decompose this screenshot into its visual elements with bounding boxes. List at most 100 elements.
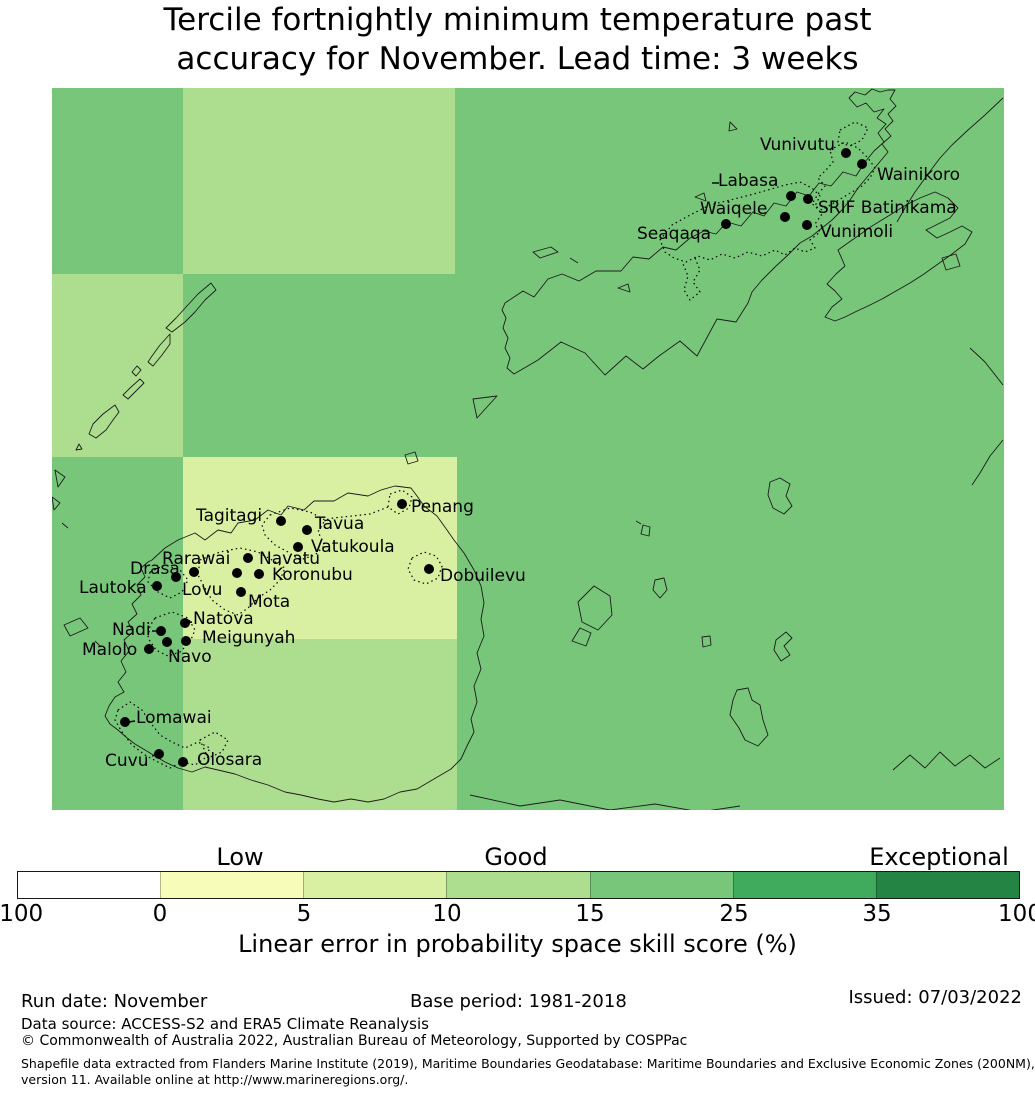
- coastline-islet-w1: [54, 469, 66, 488]
- coastline-islet-m7: [728, 121, 738, 132]
- colorbar-tick--100: -100: [0, 901, 44, 927]
- station-label-labasa: Labasa: [718, 171, 779, 191]
- station-label-malolo: Malolo: [82, 640, 138, 660]
- base-period-text: Base period: 1981-2018: [410, 991, 627, 1012]
- station-dot-tavua: [302, 525, 312, 535]
- station-dot-waiqele: [780, 212, 790, 222]
- colorbar-tick-25: 25: [719, 901, 749, 927]
- station-dot-srif-batinikama: [803, 194, 813, 204]
- title-line-2: accuracy for November. Lead time: 3 week…: [176, 41, 859, 77]
- run-date-text: Run date: November: [21, 991, 208, 1012]
- mill-boundary-labasa: [659, 181, 823, 263]
- skill-cell-5to10: [183, 457, 457, 639]
- station-label-olosara: Olosara: [197, 750, 263, 770]
- coastline-islet-w2: [52, 496, 61, 511]
- leader-lomawai: [128, 720, 136, 723]
- station-dot-lovu: [232, 568, 242, 578]
- station-dot-tagitagi: [276, 516, 286, 526]
- maritime-boundary-east-2: [971, 439, 1004, 486]
- station-label-dobuilevu: Dobuilevu: [440, 566, 526, 586]
- colorbar-tick-100: 100: [998, 901, 1035, 927]
- mill-boundary-sigatoka: [114, 701, 211, 769]
- colorbar: [17, 871, 1020, 899]
- maritime-boundary-south: [469, 794, 741, 810]
- colorbar-category-low: Low: [216, 843, 264, 871]
- station-label-vunimoli: Vunimoli: [820, 222, 894, 242]
- mill-boundary-nadi: [147, 611, 196, 657]
- colorbar-segment-4: [589, 872, 733, 898]
- maritime-boundary-east-1: [969, 347, 1004, 386]
- data-source-text: Data source: ACCESS-S2 and ERA5 Climate …: [21, 1015, 429, 1033]
- coastline-yasawa-2: [147, 333, 171, 367]
- mill-boundary-dobuilevu: [407, 551, 443, 585]
- station-dot-drasa: [171, 572, 181, 582]
- station-dot-vatukoula: [293, 542, 303, 552]
- station-label-tagitagi: Tagitagi: [196, 506, 263, 526]
- coastline-islet-m6: [694, 192, 707, 202]
- station-label-seaqaqa: Seaqaqa: [637, 224, 712, 244]
- coastline-layer: [52, 88, 1004, 810]
- station-label-srif-batinikama: SRIF Batinikama: [818, 198, 957, 218]
- station-label-tavua: Tavua: [315, 514, 365, 534]
- station-label-mota: Mota: [248, 592, 291, 612]
- colorbar-segment-1: [160, 872, 304, 898]
- station-dot-rarawai: [189, 567, 199, 577]
- coastline-viti-levu: [104, 485, 485, 803]
- issued-date-text: Issued: 07/03/2022: [848, 987, 1022, 1008]
- coastline-vanua-levu: [501, 88, 897, 376]
- station-label-wainikoro: Wainikoro: [877, 165, 961, 185]
- station-dot-labasa: [786, 191, 796, 201]
- coastline-mamanuca-1: [63, 617, 89, 637]
- station-dot-navo: [162, 637, 172, 647]
- title-line-1: Tercile fortnightly minimum temperature …: [163, 2, 872, 38]
- colorbar-tick-15: 15: [575, 901, 605, 927]
- station-label-rarawai: Rarawai: [162, 549, 231, 569]
- copyright-text: © Commonwealth of Australia 2022, Austra…: [21, 1033, 688, 1049]
- station-label-lautoka: Lautoka: [79, 578, 147, 598]
- coastline-islet-e1b: [571, 627, 592, 647]
- station-dot-olosara: [178, 757, 188, 767]
- colorbar-axis-label: Linear error in probability space skill …: [238, 930, 797, 958]
- skill-cell-10to15: [183, 88, 455, 274]
- coastline-yasawa-3: [131, 365, 142, 377]
- shapefile-credit-line-1: Shapefile data extracted from Flanders M…: [21, 1056, 1035, 1071]
- station-dot-dobuilevu: [424, 564, 434, 574]
- colorbar-segment-6: [875, 872, 1019, 898]
- coastline-islet-e5: [773, 631, 793, 662]
- colorbar-category-good: Good: [484, 843, 548, 871]
- shapefile-credit-line-2: version 11. Available online at http://w…: [21, 1072, 409, 1087]
- station-label-lomawai: Lomawai: [136, 708, 212, 728]
- station-label-vunivutu: Vunivutu: [760, 135, 836, 155]
- coastline-islet-m3: [532, 246, 559, 259]
- station-dot-vunivutu: [841, 148, 851, 158]
- coastline-natewa-peninsula: [824, 191, 973, 322]
- skill-cell-10to15: [52, 274, 183, 457]
- station-label-cuvu: Cuvu: [105, 751, 149, 771]
- coastline-yasawa-1: [165, 282, 217, 333]
- colorbar-tick-5: 5: [296, 901, 312, 927]
- station-dot-lomawai: [120, 717, 130, 727]
- station-label-nadi: Nadi: [112, 620, 151, 640]
- station-label-waiqele: Waiqele: [700, 199, 768, 219]
- coastline-islet-e2: [652, 577, 668, 599]
- maritime-boundary-southeast-zigzag: [892, 751, 1001, 771]
- station-dot-malolo: [144, 644, 154, 654]
- station-dot-nadi: [156, 626, 166, 636]
- station-dot-navatu: [243, 553, 253, 563]
- station-label-lovu: Lovu: [182, 580, 223, 600]
- station-dot-wainikoro: [857, 159, 867, 169]
- coastline-islet-e4: [701, 635, 712, 648]
- station-dot-mota: [236, 587, 246, 597]
- coastline-yasawa-5: [88, 404, 120, 439]
- colorbar-tick-35: 35: [862, 901, 892, 927]
- coastline-yasawa-4: [122, 378, 145, 400]
- mill-boundary-seaqaqa-tail: [682, 257, 701, 301]
- station-dot-vunimoli: [802, 220, 812, 230]
- coastline-mamanuca-2: [94, 640, 102, 648]
- station-label-drasa: Drasa: [130, 559, 180, 579]
- colorbar-segment-0: [18, 872, 161, 898]
- fiji-map: Vunivutu Wainikoro Labasa SRIF Batinikama Wa…: [52, 88, 1004, 810]
- coastline-islet-e1: [577, 585, 613, 631]
- mill-boundary-lautoka: [147, 564, 189, 599]
